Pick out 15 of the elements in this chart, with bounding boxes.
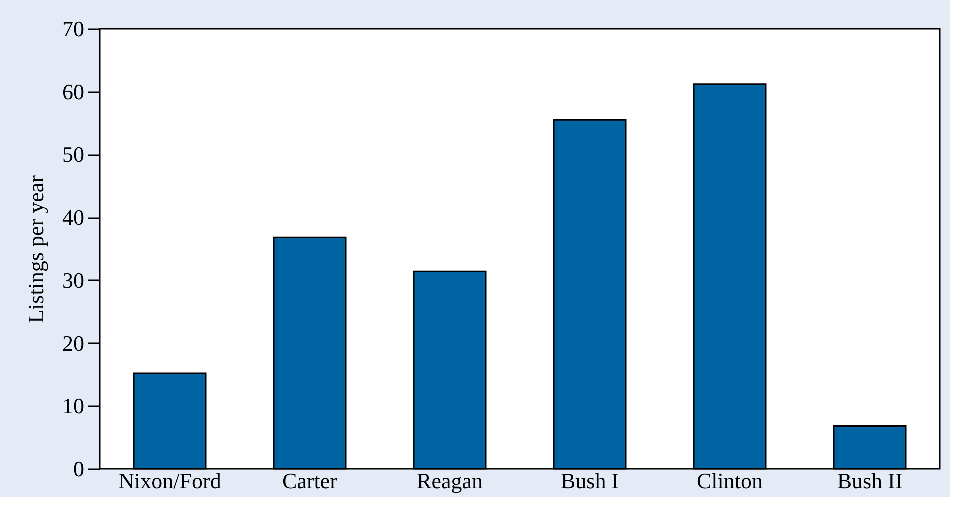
x-tick-label: Nixon/Ford [118, 468, 222, 494]
y-axis-title: Listings per year [24, 174, 48, 324]
y-tick-label: 20 [62, 330, 84, 356]
x-tick-label: Reagan [417, 468, 483, 494]
y-tick-label: 50 [62, 142, 84, 168]
x-tick-label: Bush II [837, 468, 903, 494]
y-tick-label: 70 [62, 16, 84, 42]
y-tick-label: 0 [74, 456, 84, 482]
y-tick-label: 60 [62, 79, 84, 104]
y-tick-label: 10 [62, 394, 84, 419]
x-tick-label: Bush I [560, 468, 620, 494]
x-tick-label: Clinton [696, 468, 764, 494]
y-tick-label: 30 [62, 268, 84, 293]
x-tick-label: Carter [282, 468, 338, 494]
y-tick-label: 40 [62, 205, 84, 230]
